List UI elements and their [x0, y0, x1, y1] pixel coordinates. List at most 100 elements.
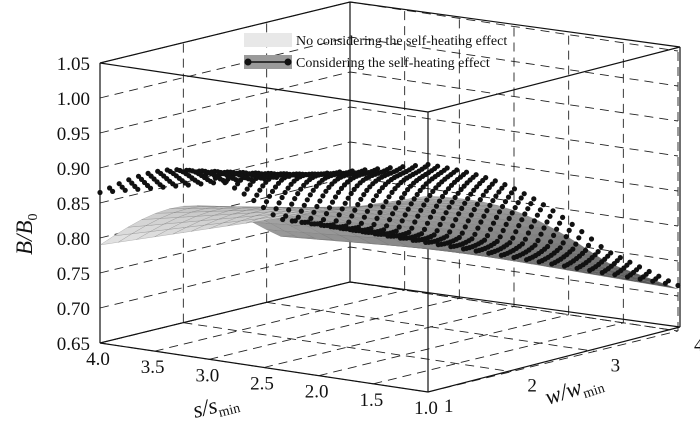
dots-self-heating: [97, 161, 681, 289]
data-point: [232, 185, 238, 191]
data-point: [484, 233, 491, 239]
data-point: [472, 231, 478, 237]
data-point: [473, 172, 479, 178]
data-point: [324, 170, 330, 176]
data-point: [534, 212, 541, 218]
data-point: [336, 212, 342, 218]
data-point: [355, 201, 361, 208]
data-point: [502, 199, 509, 205]
data-point: [576, 235, 582, 241]
data-point: [468, 191, 474, 197]
x-tick-label: 2.0: [305, 382, 329, 403]
data-point: [474, 184, 480, 190]
data-point: [535, 237, 541, 244]
data-point: [427, 214, 434, 220]
z-tick-label: 0.75: [57, 264, 90, 285]
data-point: [116, 181, 122, 187]
data-point: [396, 200, 402, 206]
data-point: [525, 230, 532, 236]
data-point: [440, 215, 446, 221]
data-point: [513, 229, 519, 235]
data-point: [566, 227, 572, 233]
data-point: [126, 177, 132, 183]
data-point: [446, 204, 452, 210]
data-point: [110, 188, 116, 194]
data-point: [480, 192, 486, 198]
data-point: [263, 199, 270, 205]
data-point: [548, 239, 554, 245]
data-point: [585, 242, 592, 248]
x-tick-label: 1.0: [414, 398, 438, 419]
data-point: [282, 189, 288, 196]
data-point: [135, 186, 141, 192]
data-point: [525, 206, 531, 212]
data-point: [515, 200, 521, 206]
data-point: [304, 197, 310, 203]
data-point: [160, 184, 166, 190]
x-tick-label: 4.0: [86, 349, 110, 370]
data-point: [522, 236, 529, 242]
data-point: [431, 232, 437, 238]
data-point: [447, 229, 453, 235]
x-axis-title: s/smin: [190, 387, 242, 426]
data-point: [456, 211, 462, 217]
data-point: [411, 196, 417, 202]
data-point: [305, 219, 311, 225]
data-point: [301, 202, 307, 208]
data-point: [421, 202, 427, 208]
data-point: [521, 191, 527, 197]
data-point: [499, 185, 505, 191]
data-point: [427, 192, 433, 199]
data-point: [400, 164, 406, 170]
data-point: [493, 193, 499, 199]
data-point: [452, 194, 458, 201]
data-point: [508, 190, 515, 196]
data-point: [474, 201, 480, 207]
data-point: [531, 218, 538, 224]
data-point: [454, 167, 460, 173]
data-point: [425, 161, 431, 168]
data-point: [477, 197, 483, 203]
y-tick-label: 2: [527, 376, 537, 397]
data-point: [248, 177, 254, 183]
data-point: [486, 184, 492, 191]
data-point: [414, 191, 420, 198]
data-point: [286, 173, 292, 179]
data-point: [493, 214, 500, 220]
data-point: [598, 244, 604, 250]
data-point: [412, 219, 418, 225]
data-point: [298, 208, 304, 214]
data-point: [588, 236, 595, 242]
data-point: [421, 226, 428, 232]
data-point: [314, 203, 320, 210]
data-point: [531, 196, 537, 202]
data-point: [185, 182, 191, 188]
data-point: [560, 240, 566, 246]
data-point: [547, 213, 553, 219]
data-point: [351, 186, 357, 192]
data-point: [323, 211, 330, 217]
legend-label-dots: Considering the self-heating effect: [296, 56, 490, 71]
data-point: [490, 198, 496, 204]
data-point: [147, 185, 154, 191]
data-point: [241, 191, 247, 197]
data-point: [377, 209, 383, 216]
data-point: [557, 220, 563, 226]
data-point: [570, 246, 576, 252]
data-point: [569, 221, 575, 227]
legend-marker-left: [244, 58, 252, 66]
y-tick-label: 1: [444, 396, 454, 417]
data-point: [487, 226, 494, 232]
data-point: [276, 200, 282, 206]
data-point: [484, 208, 490, 214]
data-point: [358, 220, 364, 226]
data-point: [582, 247, 589, 253]
data-point: [412, 163, 418, 169]
data-point: [326, 184, 332, 190]
data-point: [450, 223, 456, 229]
data-point: [396, 224, 402, 230]
data-point: [251, 197, 257, 204]
data-point: [490, 220, 497, 226]
data-point: [537, 207, 544, 213]
data-point: [260, 204, 267, 211]
